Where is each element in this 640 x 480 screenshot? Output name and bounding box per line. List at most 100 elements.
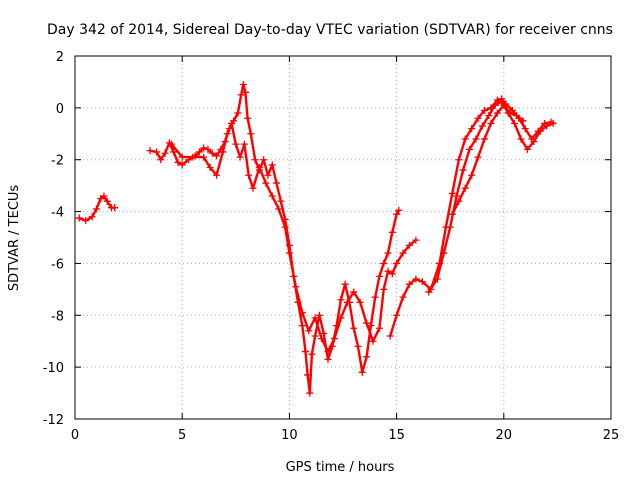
- data-series-arc-1: [75, 192, 119, 225]
- data-point-marker: [453, 192, 461, 200]
- data-point-marker: [200, 153, 208, 161]
- y-tick-label: -8: [51, 309, 64, 324]
- data-point-marker: [204, 145, 212, 153]
- series-line: [427, 100, 555, 294]
- x-axis-label: GPS time / hours: [286, 460, 395, 475]
- data-point-marker: [465, 145, 473, 153]
- data-point-marker: [459, 166, 467, 174]
- data-point-marker: [324, 348, 332, 356]
- data-point-marker: [393, 311, 401, 319]
- data-point-marker: [195, 148, 203, 156]
- data-point-marker: [350, 324, 358, 332]
- data-point-marker: [455, 197, 463, 205]
- data-point-marker: [213, 152, 221, 160]
- x-tick-label: 15: [388, 428, 405, 443]
- y-tick-label: 0: [56, 102, 64, 117]
- data-point-marker: [337, 314, 345, 322]
- data-point-marker: [111, 204, 119, 212]
- data-point-marker: [206, 163, 214, 171]
- data-point-marker: [543, 122, 551, 130]
- x-tick-label: 20: [496, 428, 513, 443]
- data-point-marker: [330, 335, 338, 343]
- data-point-marker: [200, 144, 208, 152]
- data-point-marker: [277, 197, 285, 205]
- data-point-marker: [100, 192, 108, 200]
- data-point-marker: [219, 148, 227, 156]
- data-point-marker: [311, 314, 319, 322]
- data-point-marker: [318, 335, 326, 343]
- data-point-marker: [237, 91, 245, 99]
- data-point-marker: [412, 236, 420, 244]
- data-series-arc-3: [167, 119, 420, 356]
- data-point-marker: [88, 213, 96, 221]
- data-point-marker: [511, 119, 519, 127]
- data-point-marker: [386, 332, 394, 340]
- data-point-marker: [356, 298, 364, 306]
- data-point-marker: [521, 125, 529, 133]
- data-point-marker: [405, 241, 413, 249]
- data-point-marker: [472, 135, 480, 143]
- data-series-arc-6: [448, 101, 527, 218]
- data-point-marker: [324, 355, 332, 363]
- data-point-marker: [412, 275, 420, 283]
- data-point-marker: [388, 270, 396, 278]
- data-point-marker: [530, 138, 538, 146]
- data-point-marker: [213, 171, 221, 179]
- data-point-marker: [493, 96, 501, 104]
- data-point-marker: [468, 125, 476, 133]
- data-point-marker: [369, 337, 377, 345]
- data-point-marker: [418, 278, 426, 286]
- data-point-marker: [395, 206, 403, 214]
- series-line: [148, 83, 400, 395]
- y-tick-label: -4: [51, 206, 64, 221]
- data-point-marker: [244, 114, 252, 122]
- data-point-marker: [474, 114, 482, 122]
- y-axis-label: SDTVAR / TECUs: [7, 185, 22, 292]
- data-point-marker: [461, 184, 469, 192]
- data-point-marker: [375, 272, 383, 280]
- data-point-marker: [92, 205, 100, 213]
- data-point-marker: [399, 293, 407, 301]
- data-point-marker: [251, 156, 259, 164]
- data-point-marker: [380, 285, 388, 293]
- data-point-marker: [393, 259, 401, 267]
- data-point-marker: [517, 135, 525, 143]
- x-tick-label: 5: [178, 428, 186, 443]
- data-point-marker: [315, 311, 323, 319]
- data-point-marker: [384, 249, 392, 257]
- data-series-arc-2: [146, 81, 403, 397]
- data-point-marker: [320, 329, 328, 337]
- axis-ticks: 0 5 10 15 20 25 -12 -10 -8 -6 -4 -2 0 2: [43, 50, 620, 443]
- data-point-marker: [468, 171, 476, 179]
- data-point-marker: [178, 161, 186, 169]
- data-point-marker: [298, 309, 306, 317]
- grid: [75, 56, 611, 419]
- data-point-marker: [152, 148, 160, 156]
- y-tick-label: -2: [51, 154, 64, 169]
- data-point-marker: [523, 145, 531, 153]
- data-point-marker: [174, 158, 182, 166]
- data-point-marker: [371, 293, 379, 301]
- data-point-marker: [228, 119, 236, 127]
- data-point-marker: [491, 101, 499, 109]
- data-point-marker: [232, 140, 240, 148]
- y-tick-label: -12: [43, 413, 64, 428]
- data-point-marker: [241, 88, 249, 96]
- data-point-marker: [363, 353, 371, 361]
- data-point-marker: [440, 249, 448, 257]
- data-point-marker: [285, 249, 293, 257]
- data-point-marker: [167, 140, 175, 148]
- x-tick-label: 10: [281, 428, 298, 443]
- plot-frame: [74, 55, 612, 420]
- data-point-marker: [513, 112, 521, 120]
- data-point-marker: [478, 122, 486, 130]
- data-point-marker: [384, 267, 392, 275]
- data-point-marker: [255, 163, 263, 171]
- data-point-marker: [506, 109, 514, 117]
- y-tick-label: 2: [56, 50, 64, 65]
- data-point-marker: [380, 259, 388, 267]
- data-point-marker: [305, 327, 313, 335]
- data-point-marker: [474, 153, 482, 161]
- data-point-marker: [268, 192, 276, 200]
- data-point-marker: [262, 179, 270, 187]
